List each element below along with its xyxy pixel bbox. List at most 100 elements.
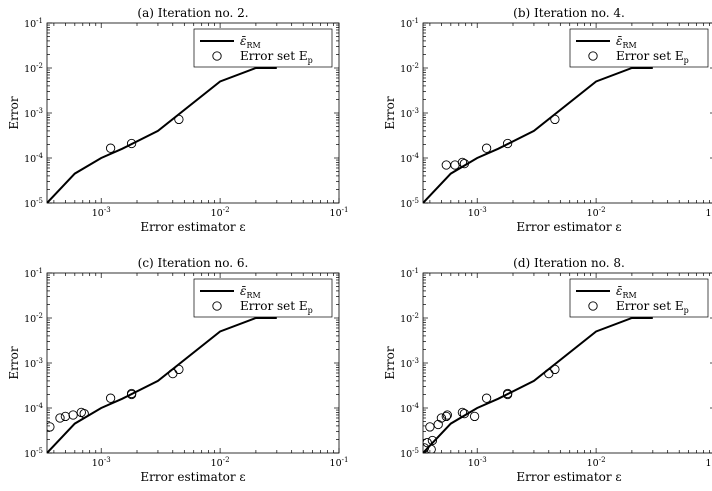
y-tick-label: 10-4 [24, 152, 43, 165]
y-tick-label: 10-4 [400, 402, 419, 415]
data-point [168, 368, 178, 379]
data-point [441, 160, 451, 170]
chart-title: (d) Iteration no. 8. [513, 256, 625, 270]
legend-label: ε̄RM [616, 34, 637, 50]
y-tick-label: 10-5 [400, 197, 419, 210]
legend-marker-swatch [588, 301, 598, 311]
legend-label: Error set Ep [616, 49, 689, 65]
data-point [502, 138, 513, 149]
x-tick-label: 10-1 [706, 456, 712, 469]
data-point [55, 413, 65, 423]
axis-ticks [47, 272, 340, 454]
axes-frame [422, 272, 712, 454]
legend-box [569, 28, 709, 68]
y-tick-label: 10-1 [400, 17, 419, 30]
data-point [544, 368, 554, 379]
x-tick-label: 10-3 [468, 206, 487, 219]
y-tick-label: 10-2 [24, 312, 43, 325]
data-point [433, 419, 443, 430]
series-line [423, 317, 653, 453]
data-point [481, 143, 492, 153]
chart-panel: (a) Iteration no. 2. 10-3 10-2 10-1 10-5 10-4… [7, 6, 348, 234]
x-axis-label: Error estimator ε [140, 220, 245, 234]
y-tick-label: 10-1 [24, 267, 43, 280]
x-tick-label: 10-3 [468, 456, 487, 469]
legend-box [193, 28, 333, 68]
y-tick-label: 10-2 [24, 62, 43, 75]
data-point [60, 411, 71, 422]
data-point [550, 114, 560, 125]
data-point [427, 435, 438, 446]
data-point [174, 114, 184, 125]
y-tick-label: 10-3 [400, 107, 419, 120]
legend-label: ε̄RM [616, 284, 637, 300]
data-point [423, 437, 432, 448]
series-line [47, 317, 277, 453]
data-point [423, 443, 430, 453]
data-point [47, 422, 55, 432]
chart-panel: (d) Iteration no. 8. 10-3 10-2 10-1 10-5 10-4… [383, 256, 712, 484]
y-tick-label: 10-2 [400, 62, 419, 75]
data-point [126, 388, 137, 399]
data-point [436, 413, 447, 423]
data-point [425, 422, 435, 432]
y-tick-label: 10-5 [24, 447, 43, 460]
legend-label: Error set Ep [240, 49, 313, 65]
x-tick-label: 10-2 [587, 206, 606, 219]
y-tick-label: 10-3 [24, 357, 43, 370]
data-point [426, 444, 436, 453]
x-axis-label: Error estimator ε [140, 470, 245, 484]
x-tick-label: 10-3 [92, 456, 111, 469]
y-axis-label: Error [7, 346, 21, 379]
chart-title: (c) Iteration no. 6. [138, 256, 249, 270]
series-line [423, 67, 653, 203]
data-point [469, 411, 480, 422]
y-tick-label: 10-1 [24, 17, 43, 30]
legend-box [193, 278, 333, 318]
chart-title: (b) Iteration no. 4. [513, 6, 625, 20]
x-tick-label: 10-1 [330, 456, 349, 469]
x-tick-label: 10-2 [587, 456, 606, 469]
y-tick-label: 10-5 [400, 447, 419, 460]
legend-marker-swatch [212, 301, 222, 311]
legend-marker-swatch [588, 51, 598, 61]
x-axis-label: Error estimator ε [516, 470, 621, 484]
legend-marker-swatch [212, 51, 222, 61]
data-point [442, 410, 452, 420]
data-point [457, 407, 468, 418]
legend-label: ε̄RM [240, 284, 261, 300]
y-axis-label: Error [383, 346, 397, 379]
x-axis-label: Error estimator ε [516, 220, 621, 234]
data-point [174, 364, 184, 375]
y-tick-label: 10-3 [400, 357, 419, 370]
chart-panel: (c) Iteration no. 6. 10-3 10-2 10-1 10-5 10-4… [7, 256, 348, 484]
data-point [502, 388, 513, 399]
y-tick-label: 10-2 [400, 312, 419, 325]
data-point [441, 411, 451, 422]
x-tick-label: 10-2 [211, 456, 230, 469]
legend-label: Error set Ep [240, 299, 313, 315]
legend-label: ε̄RM [240, 34, 261, 50]
data-point [126, 138, 137, 149]
y-tick-label: 10-4 [24, 402, 43, 415]
y-tick-label: 10-3 [24, 107, 43, 120]
data-point [105, 393, 116, 403]
data-point [68, 410, 78, 420]
y-tick-label: 10-1 [400, 267, 419, 280]
chart-panel: (b) Iteration no. 4. 10-3 10-2 10-1 10-5 10-4… [383, 6, 712, 234]
data-point [459, 408, 470, 419]
y-axis-label: Error [383, 96, 397, 129]
y-tick-label: 10-4 [400, 152, 419, 165]
legend-box [569, 278, 709, 318]
data-point [457, 157, 468, 168]
y-tick-label: 10-5 [24, 197, 43, 210]
x-tick-label: 10-1 [706, 206, 712, 219]
legend-label: Error set Ep [616, 299, 689, 315]
axes-frame [46, 22, 340, 204]
x-tick-label: 10-3 [92, 206, 111, 219]
